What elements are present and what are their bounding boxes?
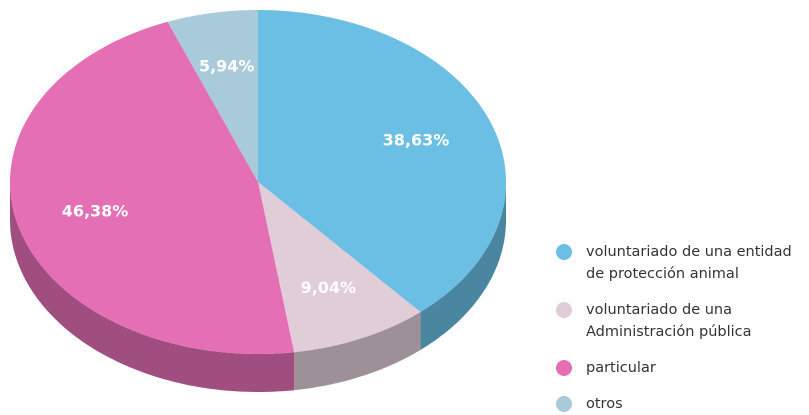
legend-swatch — [556, 302, 572, 318]
value-label: 9,04% — [301, 278, 357, 297]
slice — [258, 10, 506, 312]
legend-label: voluntariado de una entidad de protecció… — [586, 244, 792, 282]
legend-item: voluntariado de una Administración públi… — [556, 299, 806, 343]
slice-side — [420, 182, 506, 350]
legend-item: otros — [556, 393, 806, 415]
legend-swatch — [556, 244, 572, 260]
value-label: 38,63% — [383, 131, 450, 150]
slice — [10, 21, 295, 355]
legend-swatch — [556, 396, 572, 412]
legend-label: voluntariado de una Administración públi… — [586, 302, 752, 340]
slice-side — [10, 182, 295, 392]
legend-label: particular — [586, 360, 656, 376]
slice — [258, 182, 421, 353]
legend-label: otros — [586, 396, 623, 412]
legend: voluntariado de una entidad de protecció… — [556, 241, 806, 415]
slice-side — [294, 312, 421, 391]
slice — [167, 10, 258, 182]
value-label: 46,38% — [62, 202, 129, 221]
legend-item: particular — [556, 357, 806, 379]
legend-swatch — [556, 360, 572, 376]
value-label: 5,94% — [199, 57, 255, 76]
legend-item: voluntariado de una entidad de protecció… — [556, 241, 806, 285]
